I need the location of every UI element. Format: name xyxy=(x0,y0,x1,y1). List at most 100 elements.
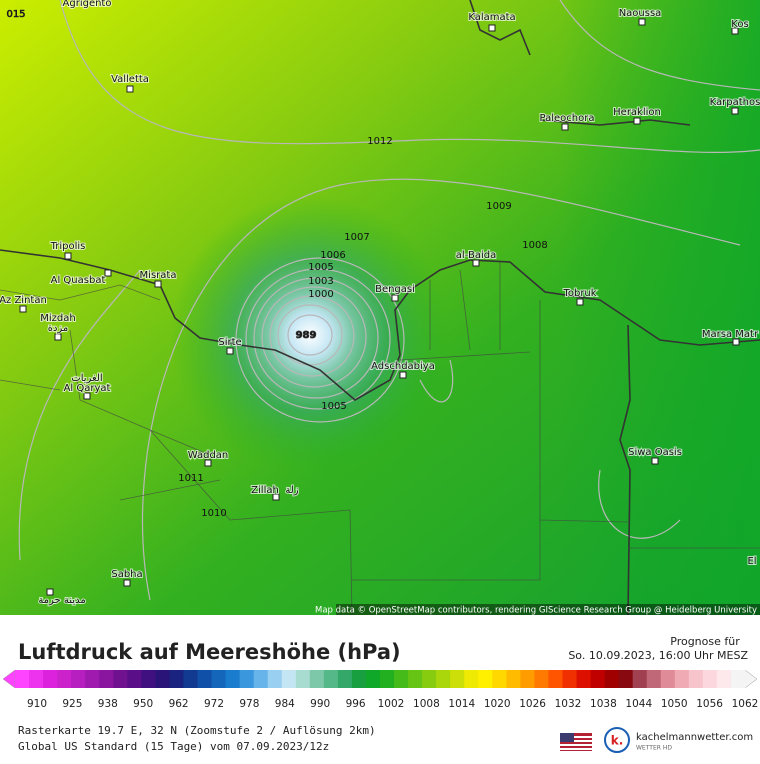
colorbar-tick-label: 1026 xyxy=(519,698,546,710)
isobar-label: 015 xyxy=(6,9,25,20)
colorbar-swatch xyxy=(408,670,423,688)
isobar-label: 1012 xyxy=(367,136,392,147)
city-marker xyxy=(54,333,62,341)
colorbar-tick-label: 1032 xyxy=(555,698,582,710)
isobar-label: 1010 xyxy=(201,508,226,519)
colorbar-swatch xyxy=(197,670,213,688)
city-label: الغريات xyxy=(71,373,102,384)
coastline xyxy=(0,0,760,616)
city-marker xyxy=(633,117,641,125)
colorbar-swatch xyxy=(422,670,437,688)
city-marker xyxy=(391,294,399,302)
city-marker xyxy=(732,338,740,346)
colorbar-swatch xyxy=(365,670,381,688)
colorbar-swatch xyxy=(492,670,507,688)
colorbar-swatch xyxy=(57,670,72,688)
colorbar-swatch xyxy=(239,670,255,688)
colorbar-swatch xyxy=(716,670,732,688)
city-marker xyxy=(46,588,54,596)
isobar-label: 1000 xyxy=(308,289,333,300)
colorbar-tick-label: 962 xyxy=(169,698,189,710)
city-marker xyxy=(561,123,569,131)
colorbar-swatch xyxy=(113,670,128,688)
isobar-labels: 0151012100910071008100610051003100098910… xyxy=(6,9,548,519)
colorbar-swatch xyxy=(464,670,479,688)
city-marker xyxy=(154,280,162,288)
colorbar-tick-label: 1062 xyxy=(732,698,759,710)
isobar-label: 1009 xyxy=(486,201,511,212)
flag-us xyxy=(560,733,592,751)
colorbar-swatch xyxy=(183,670,198,688)
colorbar-swatch xyxy=(337,670,353,688)
colorbar-tick-label: 996 xyxy=(346,698,366,710)
city-label: Bengasi xyxy=(375,284,415,295)
colorbar-swatch xyxy=(43,670,58,688)
isobars xyxy=(18,0,760,601)
colorbar-swatch xyxy=(590,670,606,688)
city-label: Misrata xyxy=(140,270,177,281)
colorbar-swatch xyxy=(450,670,465,688)
city-label: Sirte xyxy=(218,337,241,348)
colorbar-swatch xyxy=(660,670,676,688)
city-label: Waddan xyxy=(188,450,229,461)
colorbar-swatch xyxy=(267,670,283,688)
city-marker xyxy=(19,305,27,313)
isobar-label: 1005 xyxy=(321,401,346,412)
logo-letter: k. xyxy=(611,734,624,748)
colorbar: 910 925 938 950 962 972 978 984 990 996 1002 1008 10… xyxy=(2,669,759,710)
colorbar-swatch xyxy=(380,670,395,688)
city-marker xyxy=(472,259,480,267)
city-label: Kalamata xyxy=(468,12,515,23)
colorbar-swatch xyxy=(548,670,563,688)
colorbar-swatch xyxy=(562,670,578,688)
colorbar-swatch xyxy=(281,670,297,688)
city-marker xyxy=(638,18,646,26)
city-label: Valletta xyxy=(111,74,149,85)
city-label: Heraklion xyxy=(613,107,661,118)
isobar-label: 1008 xyxy=(522,240,547,251)
colorbar-swatch xyxy=(646,670,662,688)
colorbar-swatch xyxy=(141,670,156,688)
colorbar-swatch xyxy=(394,670,409,688)
city-label: Marsa Matr xyxy=(702,329,759,340)
city-label: Az Zintan xyxy=(0,295,47,306)
city-label: Karpathos xyxy=(710,97,760,108)
colorbar-swatch xyxy=(478,670,493,688)
city-marker xyxy=(399,371,407,379)
colorbar-swatch xyxy=(576,670,592,688)
colorbar-tick-label: 1044 xyxy=(625,698,652,710)
city-label: Al Qaryat xyxy=(64,383,111,394)
colorbar-tick-label: 1020 xyxy=(484,698,511,710)
city-label: مزدة xyxy=(48,323,69,334)
city-marker xyxy=(64,252,72,260)
colorbar-swatch xyxy=(71,670,86,688)
city-marker xyxy=(272,493,280,501)
colorbar-swatch xyxy=(309,670,325,688)
city-label: Tobruk xyxy=(562,288,596,299)
logo-text: kachelmannwetter.com xyxy=(636,732,753,743)
city-marker xyxy=(651,457,659,465)
city-marker xyxy=(126,85,134,93)
colorbar-swatch xyxy=(604,670,620,688)
colorbar-tick-label: 972 xyxy=(204,698,224,710)
colorbar-swatch xyxy=(702,670,718,688)
city-marker xyxy=(488,24,496,32)
colorbar-swatch xyxy=(15,670,30,688)
colorbar-tick-label: 1014 xyxy=(448,698,475,710)
colorbar-tick-label: 925 xyxy=(62,698,82,710)
colorbar-swatch xyxy=(295,670,311,688)
city-marker xyxy=(731,107,739,115)
colorbar-end xyxy=(2,669,16,689)
colorbar-swatch xyxy=(436,670,451,688)
isobar-label: 1006 xyxy=(320,250,345,261)
legend-panel: Luftdruck auf Meereshöhe (hPa) Prognose … xyxy=(2,635,759,753)
city-label: Sabha xyxy=(111,569,142,580)
colorbar-end xyxy=(744,669,758,689)
city-label: El xyxy=(747,556,756,567)
city-label: Al Quasbat xyxy=(51,275,106,286)
colorbar-swatch xyxy=(127,670,142,688)
colorbar-swatch xyxy=(730,670,746,688)
city-label: Naoussa xyxy=(619,8,662,19)
borders xyxy=(0,262,760,616)
